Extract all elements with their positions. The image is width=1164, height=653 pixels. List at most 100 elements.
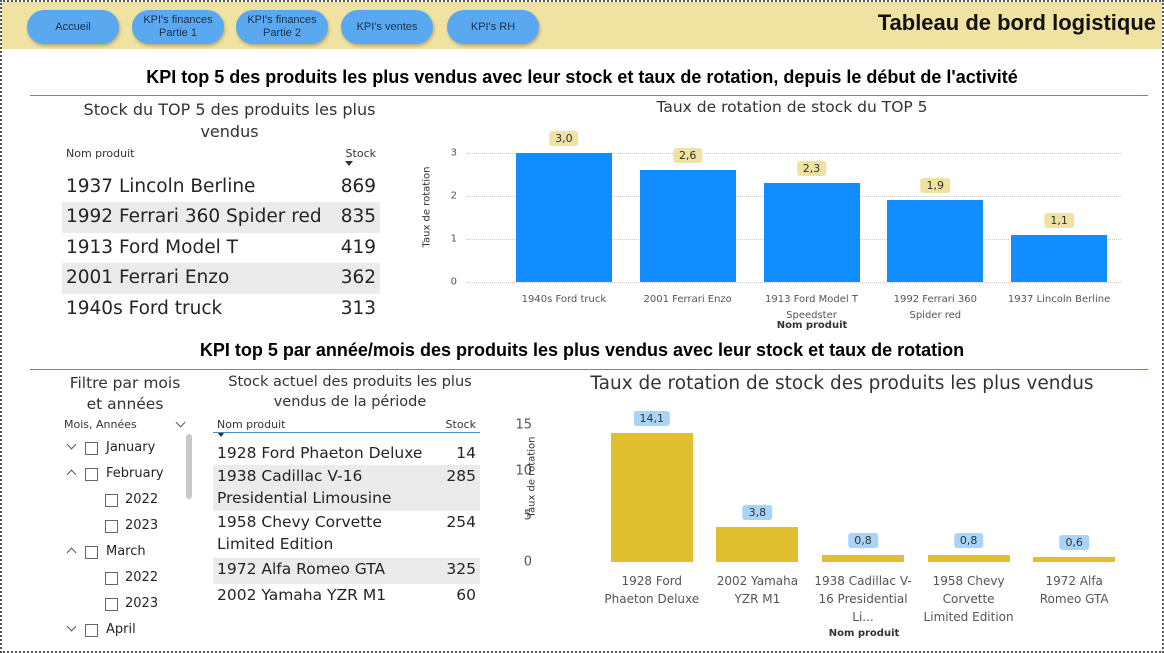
checkbox[interactable]: [105, 598, 118, 611]
y-tick-label: 1: [450, 233, 457, 245]
value-label: 14,1: [633, 411, 671, 427]
cell: 362: [340, 267, 376, 288]
nav-button[interactable]: KPI's ventes: [341, 10, 433, 44]
nav-label[interactable]: KPI's finances Partie 2: [247, 14, 317, 39]
nav-button[interactable]: KPI's finances Partie 2: [236, 10, 328, 44]
checkbox[interactable]: [85, 624, 98, 637]
value-label: 0,8: [848, 532, 878, 548]
checkbox[interactable]: [85, 546, 98, 559]
sort-arrow: [217, 432, 225, 437]
nav-label[interactable]: KPI's RH: [470, 20, 516, 33]
year-item: 2023: [125, 518, 159, 533]
bar: [1011, 234, 1108, 282]
table-row: 1958 Chevy Corvette Limited Edition 254: [213, 511, 480, 558]
bar: [515, 152, 612, 282]
checkbox[interactable]: [85, 468, 98, 481]
cell: 1938 Cadillac V-16 Presidential Limousin…: [217, 467, 392, 507]
value-label: 1,1: [1044, 212, 1074, 228]
month-item: March: [106, 544, 146, 559]
table-row: 1972 Alfa Romeo GTA 325: [213, 558, 480, 584]
cell: 835: [340, 206, 376, 227]
x-tick-label: 1972 Alfa Romeo GTA: [1039, 574, 1109, 606]
chevron: [66, 621, 77, 632]
x-tick-label: 1938 Cadillac V-16 Presidential Li...: [814, 574, 912, 624]
nav-label[interactable]: KPI's ventes: [356, 20, 418, 33]
y-tick-label: 15: [515, 417, 532, 433]
x-tick-label: 2001 Ferrari Enzo: [643, 294, 732, 305]
cell: 2001 Ferrari Enzo: [66, 267, 230, 288]
value-label: 3,0: [549, 130, 579, 146]
cell: 1972 Alfa Romeo GTA: [217, 560, 386, 578]
y-tick-label: 2: [450, 190, 457, 202]
chevron: [66, 469, 77, 480]
cell: 285: [446, 467, 476, 485]
table-row: 1940s Ford truck 313: [62, 294, 380, 324]
grid-line: [467, 282, 1121, 283]
value-label: 2,3: [796, 161, 827, 177]
year-item: 2022: [125, 492, 159, 507]
page-title: Tableau de bord logistique: [877, 10, 1156, 35]
nav-button[interactable]: Accueil: [27, 10, 119, 44]
divider: [30, 369, 1148, 370]
nav-button[interactable]: KPI's RH: [447, 10, 539, 44]
cell: 1940s Ford truck: [66, 298, 223, 319]
y-tick-label: 5: [523, 508, 532, 524]
bar: [822, 554, 904, 562]
cell: 1937 Lincoln Berline: [66, 176, 256, 197]
slicer-header: Mois, Années: [64, 418, 137, 431]
section-title: KPI top 5 des produits les plus vendus a…: [146, 67, 1018, 87]
nav-label[interactable]: Accueil: [55, 20, 91, 33]
x-axis-label: Nom produit: [828, 628, 900, 639]
bar: [887, 200, 984, 282]
y-axis-label: Taux de rotation: [421, 166, 433, 248]
value-label: 0,8: [953, 532, 984, 548]
column-header: Nom produit: [217, 418, 286, 431]
cell: 419: [340, 237, 376, 258]
table-row: 1938 Cadillac V-16 Presidential Limousin…: [213, 465, 480, 511]
column-header: Stock: [445, 418, 476, 431]
checkbox[interactable]: [105, 572, 118, 585]
x-axis-label: Nom produit: [776, 320, 848, 331]
table-row: 1928 Ford Phaeton Deluxe 14: [213, 442, 480, 465]
nav-button[interactable]: KPI's finances Partie 1: [132, 10, 224, 44]
bar: [763, 183, 860, 282]
cell: 1958 Chevy Corvette Limited Edition: [217, 513, 382, 553]
table-row: 1992 Ferrari 360 Spider red 835: [62, 202, 380, 233]
table-row: 1913 Ford Model T Speedster419: [62, 233, 380, 288]
value-label: 2,6: [672, 148, 703, 164]
scrollbar: [186, 434, 192, 499]
y-axis-label: Taux de rotation: [526, 436, 538, 518]
value-label: 0,6: [1059, 534, 1089, 550]
chevron: [66, 547, 77, 558]
y-tick-label: 0: [523, 554, 532, 570]
checkbox[interactable]: [105, 494, 118, 507]
checkbox[interactable]: [85, 442, 98, 455]
bar: [927, 554, 1010, 562]
year-item: 2022: [125, 570, 159, 585]
year-item: 2023: [125, 596, 159, 611]
bar: [610, 433, 693, 562]
nav-label[interactable]: KPI's finances Partie 1: [143, 14, 213, 39]
cell: 1928 Ford Phaeton Deluxe: [217, 444, 423, 462]
cell: 14: [456, 444, 476, 462]
month-item: January: [106, 440, 156, 455]
table-row: 1937 Lincoln Berline 869: [62, 172, 380, 202]
cell: 313: [340, 298, 376, 319]
month-item: February: [106, 466, 164, 481]
cell: 60: [456, 586, 476, 604]
divider: [30, 95, 1148, 96]
value-label: 3,8: [742, 505, 773, 521]
x-tick-label: 1940s Ford truck: [521, 294, 607, 305]
checkbox[interactable]: [105, 520, 118, 533]
month-item: April: [106, 622, 136, 637]
column-header: Nom produit: [66, 147, 135, 160]
column-header: Stock: [345, 147, 376, 160]
header-rule: [213, 432, 480, 433]
value-label: 1,9: [920, 178, 951, 194]
bar: [639, 170, 736, 282]
table-title: Stock actuel des produits les plus vendu…: [228, 374, 472, 410]
chart-title: Taux de rotation de stock du TOP 5: [656, 98, 928, 116]
x-tick-label: 1913 Ford Model T Speedster: [765, 294, 858, 321]
x-tick-label: 1928 Ford Phaeton Deluxe: [604, 574, 700, 606]
